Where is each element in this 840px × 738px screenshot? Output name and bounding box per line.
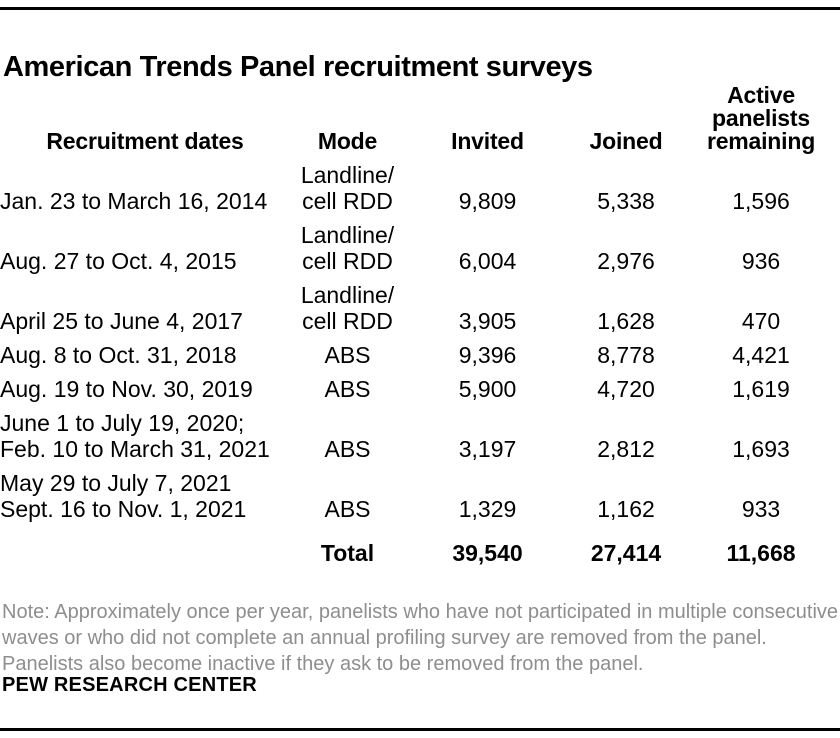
total-active: 11,668 [726, 540, 796, 566]
invited-cell: 5,900 [458, 376, 517, 402]
active-cell: 1,596 [732, 188, 790, 214]
active-cell: 936 [741, 248, 781, 274]
joined-cell: 1,628 [597, 308, 655, 334]
dates-cell: May 29 to July 7, 2021 Sept. 16 to Nov. … [0, 470, 247, 522]
column-header-active-panelists-remaining: Active panelists remaining [706, 82, 816, 154]
invited-cell: 9,396 [458, 342, 517, 368]
joined-cell: 2,812 [597, 436, 655, 462]
active-cell: 1,693 [732, 436, 790, 462]
footnote: Note: Approximately once per year, panel… [2, 601, 839, 675]
page-title: American Trends Panel recruitment survey… [3, 51, 593, 84]
mode-cell: Landline/ cell RDD [300, 222, 395, 274]
table-row: May 29 to July 7, 2021 Sept. 16 to Nov. … [0, 466, 840, 526]
bottom-rule [0, 728, 840, 731]
invited-cell: 6,004 [458, 248, 517, 274]
mode-cell: ABS [324, 496, 371, 522]
joined-cell: 2,976 [597, 248, 655, 274]
dates-cell: April 25 to June 4, 2017 [0, 308, 243, 334]
source-label: PEW RESEARCH CENTER [2, 674, 257, 696]
dates-cell: Aug. 27 to Oct. 4, 2015 [0, 248, 237, 274]
joined-cell: 1,162 [597, 496, 655, 522]
column-header-joined: Joined [589, 128, 663, 154]
invited-cell: 3,197 [458, 436, 517, 462]
table-total-row: Total 39,540 27,414 11,668 [0, 526, 840, 570]
recruitment-table: Recruitment dates Mode Invited Joined Ac… [0, 80, 840, 570]
table-row: Aug. 19 to Nov. 30, 2019 ABS 5,900 4,720… [0, 372, 840, 406]
active-cell: 1,619 [732, 376, 790, 402]
total-label: Total [320, 540, 375, 566]
total-joined: 27,414 [590, 540, 662, 566]
dates-cell: June 1 to July 19, 2020; Feb. 10 to Marc… [0, 410, 270, 462]
mode-cell: ABS [324, 436, 371, 462]
table-row: Jan. 23 to March 16, 2014 Landline/ cell… [0, 158, 840, 218]
joined-cell: 4,720 [597, 376, 655, 402]
total-invited: 39,540 [452, 540, 523, 566]
table-row: Aug. 27 to Oct. 4, 2015 Landline/ cell R… [0, 218, 840, 278]
dates-cell: Aug. 8 to Oct. 31, 2018 [0, 342, 237, 368]
mode-cell: ABS [324, 376, 371, 402]
table-row: Aug. 8 to Oct. 31, 2018 ABS 9,396 8,778 … [0, 338, 840, 372]
active-cell: 933 [741, 496, 781, 522]
dates-cell: Aug. 19 to Nov. 30, 2019 [0, 376, 253, 402]
table-row: April 25 to June 4, 2017 Landline/ cell … [0, 278, 840, 338]
mode-cell: ABS [324, 342, 371, 368]
top-rule [0, 7, 840, 10]
column-header-recruitment-dates: Recruitment dates [46, 128, 244, 154]
joined-cell: 8,778 [597, 342, 655, 368]
active-cell: 4,421 [732, 342, 790, 368]
dates-cell: Jan. 23 to March 16, 2014 [0, 188, 268, 214]
table-header-row: Recruitment dates Mode Invited Joined Ac… [0, 80, 840, 158]
invited-cell: 9,809 [458, 188, 517, 214]
total-empty-cell [0, 526, 290, 570]
invited-cell: 3,905 [458, 308, 517, 334]
column-header-invited: Invited [451, 128, 524, 154]
column-header-mode: Mode [317, 128, 378, 154]
invited-cell: 1,329 [458, 496, 517, 522]
mode-cell: Landline/ cell RDD [300, 282, 395, 334]
active-cell: 470 [741, 308, 781, 334]
table-row: June 1 to July 19, 2020; Feb. 10 to Marc… [0, 406, 840, 466]
joined-cell: 5,338 [597, 188, 655, 214]
mode-cell: Landline/ cell RDD [300, 162, 395, 214]
